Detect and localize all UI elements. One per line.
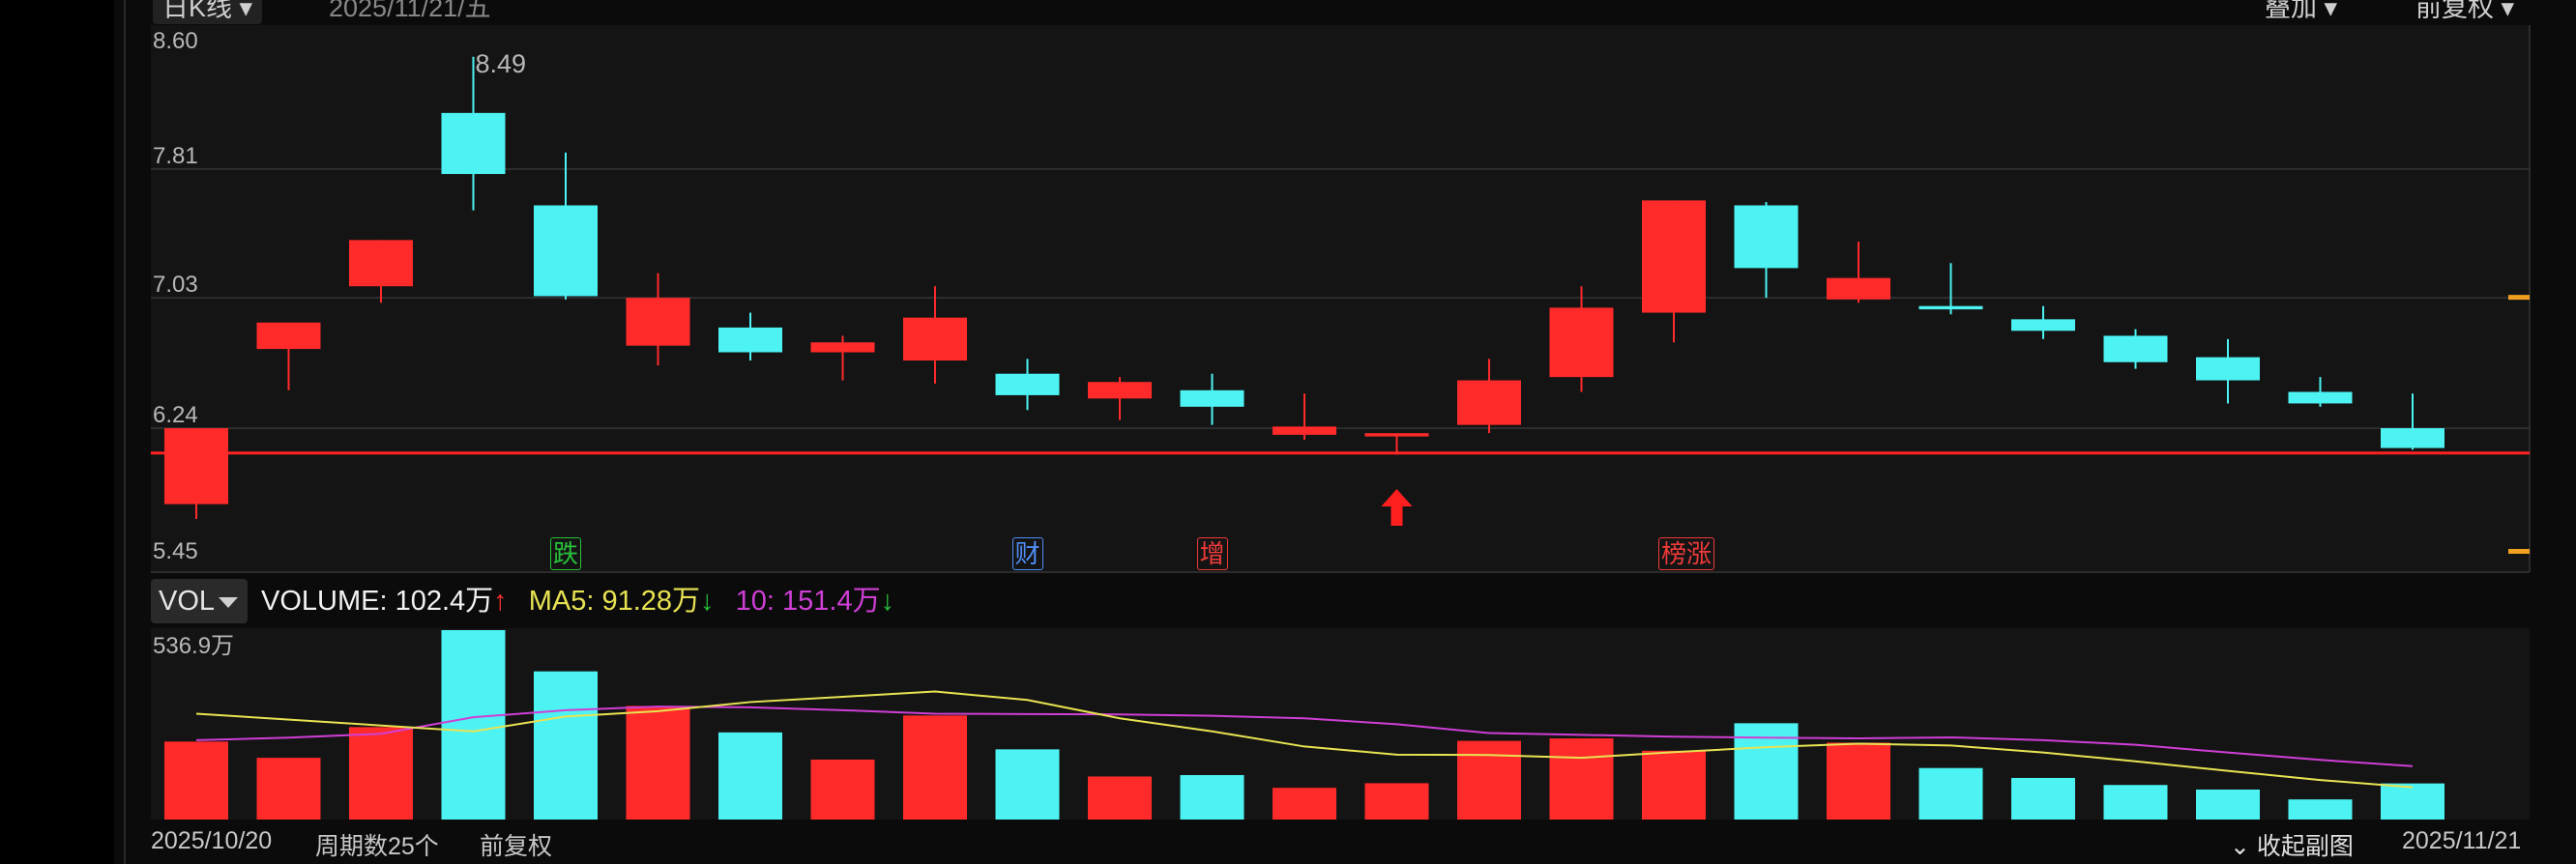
- volume-bar: [1457, 740, 1521, 820]
- collapse-subchart-button[interactable]: ⌄ 收起副图: [2230, 833, 2354, 860]
- candle-body: [1918, 305, 1983, 310]
- event-mark[interactable]: 增: [1196, 537, 1228, 570]
- candle-body: [1180, 389, 1244, 407]
- volume-bar: [349, 727, 413, 820]
- volume-bar: [1827, 742, 1890, 820]
- adjust-menu[interactable]: 前复权 ▾: [2415, 0, 2515, 22]
- volume-bar: [2011, 777, 2075, 820]
- adjust-mode: 前复权: [480, 833, 553, 860]
- volume-bar: [626, 706, 690, 820]
- volume-bar: [1273, 788, 1336, 820]
- overlay-menu[interactable]: 叠加 ▾: [2265, 0, 2338, 22]
- candle-body: [2381, 428, 2444, 448]
- volume-bar: [534, 671, 598, 820]
- candle-body: [2196, 357, 2260, 381]
- candle-body: [256, 322, 321, 350]
- event-mark[interactable]: 财: [1011, 537, 1043, 570]
- chevron-down-icon: [219, 597, 238, 608]
- volume-up-arrow-icon: ↑: [493, 586, 508, 617]
- candle-body: [441, 112, 506, 175]
- candle-body: [1364, 433, 1429, 437]
- volume-bar: [995, 749, 1060, 820]
- vol-indicator-selector[interactable]: VOL: [151, 579, 248, 623]
- y-tick-label: 6.24: [153, 402, 198, 428]
- y-tick-label: 8.60: [153, 28, 198, 54]
- ma10-line: [195, 706, 2414, 767]
- volume-bar: [1642, 750, 1706, 820]
- up-arrow-icon: [1381, 489, 1413, 526]
- left-edge-panel: [0, 0, 114, 864]
- event-mark[interactable]: 榜涨: [1658, 537, 1715, 570]
- volume-bar: [2381, 783, 2444, 820]
- volume-value: VOLUME: 102.4万: [261, 586, 494, 617]
- volume-bar: [164, 741, 228, 820]
- start-date: 2025/10/20: [151, 827, 273, 854]
- volume-bar: [2288, 799, 2353, 820]
- candle-body: [534, 205, 598, 297]
- candle-body: [1549, 307, 1614, 378]
- volume-bar: [256, 758, 321, 820]
- grid-layer: [151, 25, 2531, 820]
- volume-bar: [903, 715, 967, 820]
- vol-selector-label: VOL: [159, 586, 216, 617]
- left-separator: [124, 0, 126, 864]
- candle-body: [903, 317, 967, 361]
- candle-body: [349, 240, 413, 287]
- volume-bar: [1734, 723, 1799, 820]
- ma5-down-arrow-icon: ↓: [700, 586, 715, 617]
- candle-body: [2011, 319, 2075, 331]
- candle-body: [1088, 382, 1152, 399]
- volume-bar: [1364, 783, 1429, 820]
- candle-body: [995, 373, 1060, 395]
- candle-body: [164, 428, 228, 504]
- volume-legend: VOLUME: 102.4万↑ MA5: 91.28万↓ 10: 151.4万↓: [261, 583, 908, 619]
- candle-body: [1273, 426, 1336, 435]
- y-tick-label: 5.45: [153, 538, 198, 564]
- ma5-line: [195, 690, 2414, 789]
- volume-panel-bg: [151, 628, 2530, 820]
- volume-bar: [1918, 767, 1983, 820]
- period-count: 周期数25个: [315, 833, 439, 860]
- y-tick-label: 7.03: [153, 272, 198, 298]
- volume-layer: [164, 630, 2444, 820]
- volume-bar: [1180, 775, 1244, 820]
- candle-body: [1827, 277, 1890, 300]
- candle-body: [1457, 380, 1521, 425]
- volume-bar: [2196, 789, 2260, 820]
- crosshair-date: 2025/11/21/五: [329, 0, 491, 22]
- side-marker: [2508, 549, 2530, 554]
- volume-bar: [810, 759, 875, 820]
- ma5-value: MA5: 91.28万: [528, 586, 701, 617]
- volume-bar: [2103, 785, 2168, 820]
- max-price-label: 8.49: [476, 49, 527, 78]
- label-layer: 8.60 7.81 7.03 6.24 5.45 8.49 536.9万: [153, 28, 526, 659]
- volume-max-label: 536.9万: [153, 633, 234, 659]
- volume-bar: [1088, 776, 1152, 820]
- end-date: 2025/11/21: [2402, 827, 2522, 854]
- volume-bar: [441, 630, 506, 820]
- candle-body: [1642, 200, 1706, 313]
- candle-body: [810, 342, 875, 353]
- candle-body: [2103, 335, 2168, 362]
- candle-body: [2288, 391, 2353, 404]
- side-marker: [2508, 295, 2530, 301]
- volume-bar: [1549, 738, 1614, 820]
- candle-body: [718, 327, 782, 353]
- candle-layer: [164, 56, 2444, 526]
- ma10-value: 10: 151.4万: [735, 586, 881, 617]
- candle-body: [626, 298, 690, 346]
- y-tick-label: 7.81: [153, 143, 198, 169]
- kline-type-selector[interactable]: 日K线 ▾: [153, 0, 263, 24]
- volume-bar: [718, 732, 782, 820]
- event-mark[interactable]: 跌: [550, 537, 582, 570]
- candle-body: [1734, 205, 1799, 269]
- ma10-down-arrow-icon: ↓: [880, 586, 895, 617]
